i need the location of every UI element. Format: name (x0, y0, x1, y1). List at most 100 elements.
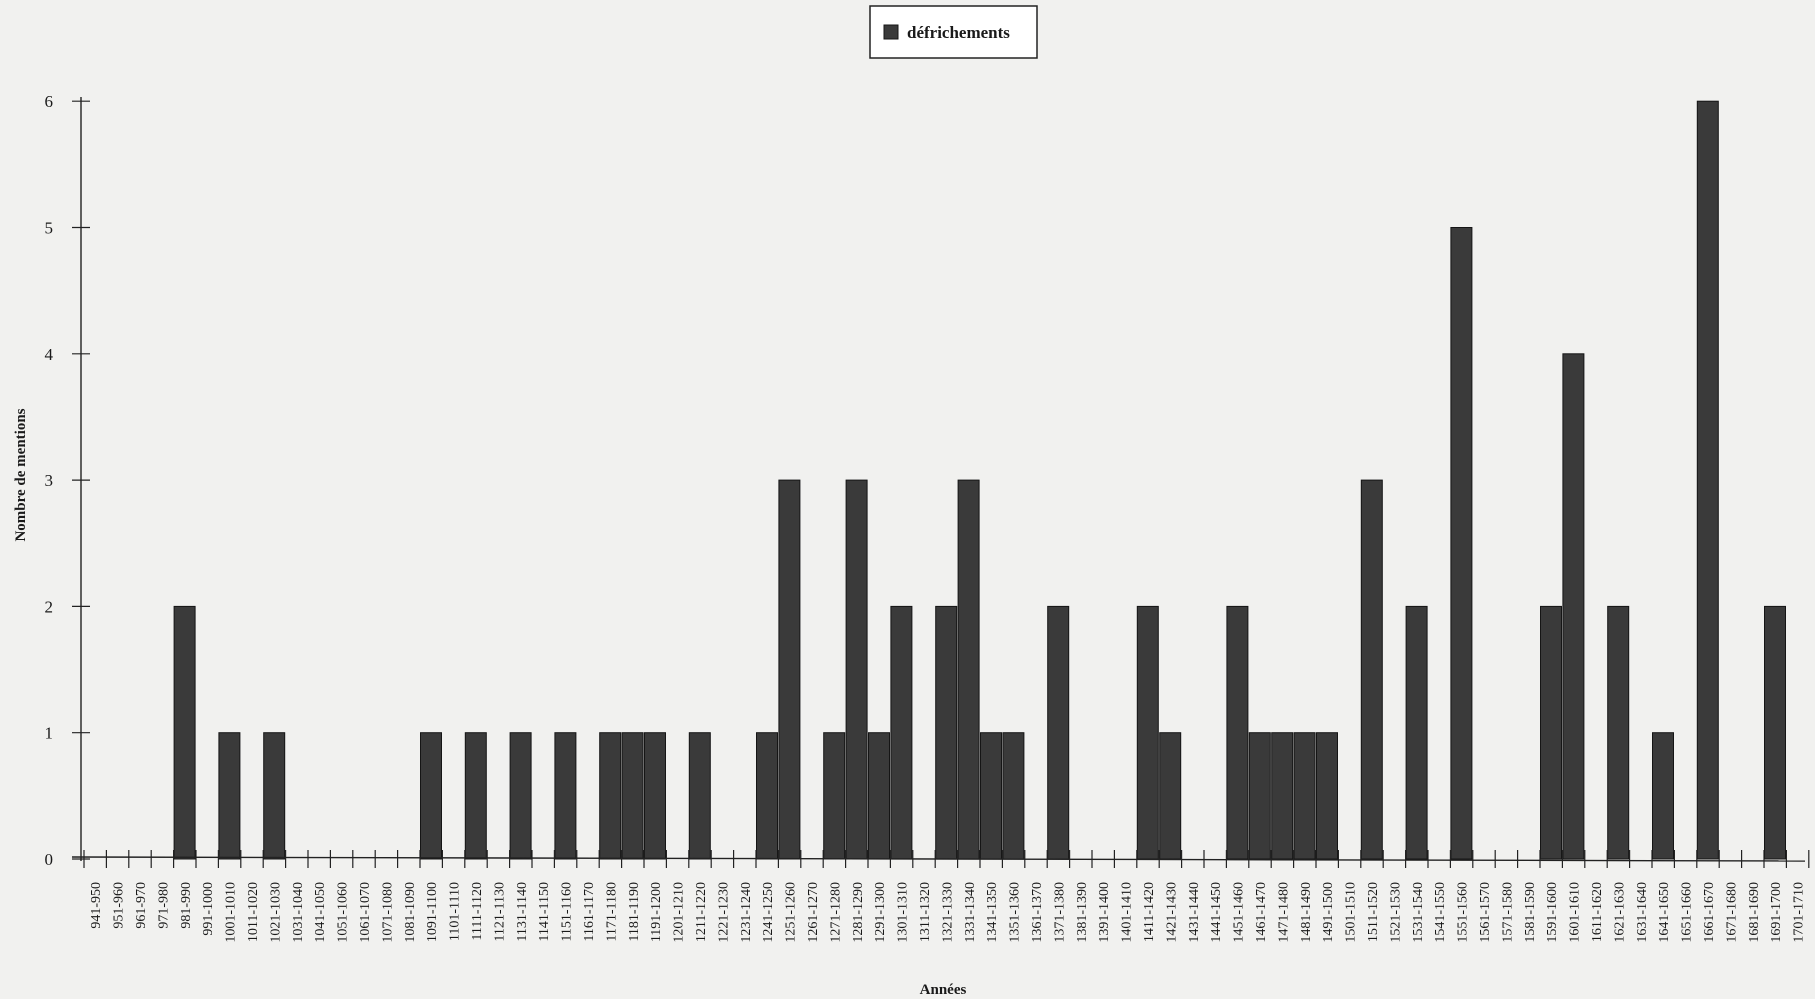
x-tick-label: 981-990 (179, 882, 194, 929)
x-tick-label: 1131-1140 (515, 882, 530, 942)
x-tick-label: 991-1000 (201, 882, 216, 936)
bar-1591-1600 (1540, 605, 1562, 860)
x-tick-label: 1051-1060 (336, 882, 351, 943)
x-tick-label: 1251-1260 (784, 882, 799, 943)
bar-1511-1520 (1360, 479, 1383, 860)
x-tick-label: 941-950 (89, 882, 104, 929)
y-tick-label-1: 1 (45, 724, 54, 743)
x-tick-label: 1311-1320 (918, 882, 933, 942)
x-tick-label: 1041-1050 (313, 882, 328, 943)
x-tick-label: 1371-1380 (1052, 882, 1067, 943)
x-tick-label: 1321-1330 (940, 882, 955, 943)
x-tick-label: 1501-1510 (1344, 882, 1359, 943)
x-tick-label: 1261-1270 (806, 882, 821, 943)
x-tick-label: 1061-1070 (358, 882, 373, 943)
x-tick-label: 1581-1590 (1523, 882, 1538, 943)
x-tick-label: 1281-1290 (851, 882, 866, 943)
x-tick-label: 1571-1580 (1500, 882, 1515, 943)
bar-1021-1030 (263, 732, 286, 860)
bar-1371-1380 (1047, 605, 1070, 860)
bar-1291-1300 (868, 732, 890, 860)
bar-1621-1630 (1607, 605, 1630, 860)
x-ticks-group: 941-950 951-960 961-970 971-980 981-990 991-1… (83, 850, 1815, 943)
bar-1341-1350 (980, 732, 1002, 860)
bar-1191-1200 (644, 732, 666, 860)
x-tick-label: 1111-1120 (470, 882, 485, 941)
x-tick-label: 1231-1240 (739, 882, 754, 943)
bar-1351-1360 (1002, 732, 1025, 860)
bar-1491-1500 (1316, 732, 1338, 860)
bar-1301-1310 (890, 605, 913, 860)
x-tick-label: 1421-1430 (1164, 882, 1179, 943)
x-tick-label: 1201-1210 (672, 882, 687, 943)
x-tick-label: 1671-1680 (1724, 882, 1739, 943)
x-axis-title: Années (920, 982, 967, 998)
x-tick-label: 1551-1560 (1456, 882, 1471, 943)
x-tick-label: 971-980 (156, 882, 171, 929)
bar-1321-1330 (935, 605, 958, 860)
bar-1461-1470 (1248, 732, 1271, 860)
x-tick-label: 951-960 (112, 882, 127, 929)
x-tick-label: 1411-1420 (1142, 882, 1157, 942)
x-tick-label: 1191-1200 (649, 882, 664, 942)
bar-1551-1560 (1450, 227, 1473, 860)
x-tick-label: 1071-1080 (380, 882, 395, 943)
bar-1641-1650 (1652, 732, 1674, 860)
x-tick-label: 1541-1550 (1433, 882, 1448, 943)
legend-swatch (883, 24, 899, 40)
bar-1251-1260 (778, 479, 801, 860)
y-axis-title: Nombre de mentions (13, 408, 29, 541)
x-tick-label: 1011-1020 (246, 882, 261, 942)
x-tick-label: 1641-1650 (1657, 882, 1672, 943)
x-tick-label: 1161-1170 (582, 882, 597, 942)
x-tick-label: 1241-1250 (761, 882, 776, 943)
bar-1601-1610 (1562, 353, 1585, 860)
legend: défrichements (869, 5, 1038, 59)
bar-1481-1490 (1293, 732, 1316, 860)
y-tick-label-4: 4 (45, 345, 54, 364)
x-tick-label: 1101-1110 (448, 882, 463, 941)
x-tick-label: 1391-1400 (1097, 882, 1112, 943)
x-tick-label: 1611-1620 (1590, 882, 1605, 942)
x-tick-label: 1431-1440 (1187, 882, 1202, 943)
x-tick-label: 1341-1350 (985, 882, 1000, 943)
bar-1001-1010 (218, 732, 241, 860)
bar-1181-1190 (621, 732, 644, 860)
bar-1271-1280 (823, 732, 846, 860)
bar-1531-1540 (1405, 605, 1428, 860)
x-tick-label: 1301-1310 (896, 882, 911, 943)
x-tick-label: 1521-1530 (1388, 882, 1403, 943)
bar-1451-1460 (1226, 605, 1249, 860)
x-tick-label: 1221-1230 (716, 882, 731, 943)
x-tick-label: 1591-1600 (1545, 882, 1560, 943)
x-tick-label: 1081-1090 (403, 882, 418, 943)
x-tick-label: 1151-1160 (560, 882, 575, 942)
bar-1331-1340 (957, 479, 980, 860)
x-tick-label: 1181-1190 (627, 882, 642, 942)
bar-1411-1420 (1136, 605, 1159, 860)
x-tick-label: 1491-1500 (1321, 882, 1336, 943)
x-tick-label: 1691-1700 (1769, 882, 1784, 943)
x-tick-label: 1481-1490 (1299, 882, 1314, 943)
x-tick-label: 1651-1660 (1680, 882, 1695, 943)
x-tick-label: 1211-1220 (694, 882, 709, 942)
x-tick-label: 1171-1180 (604, 882, 619, 942)
y-ticks-group: 0 1 2 3 4 5 6 (45, 92, 90, 869)
x-tick-label: 1381-1390 (1075, 882, 1090, 943)
legend-label: défrichements (907, 23, 1010, 42)
bar-1471-1480 (1271, 732, 1294, 860)
x-tick-label: 1561-1570 (1478, 882, 1493, 943)
x-tick-label: 1631-1640 (1635, 882, 1650, 943)
x-tick-label: 1001-1010 (224, 882, 239, 943)
x-tick-label: 1451-1460 (1232, 882, 1247, 943)
bar-981-990 (173, 605, 196, 860)
x-tick-label: 1661-1670 (1702, 882, 1717, 943)
bar-1241-1250 (756, 732, 778, 860)
y-tick-label-0: 0 (45, 850, 54, 869)
x-tick-label: 1351-1360 (1008, 882, 1023, 943)
x-tick-label: 1121-1130 (492, 882, 507, 942)
x-tick-label: 1701-1710 (1792, 882, 1807, 943)
x-tick-label: 1021-1030 (268, 882, 283, 943)
